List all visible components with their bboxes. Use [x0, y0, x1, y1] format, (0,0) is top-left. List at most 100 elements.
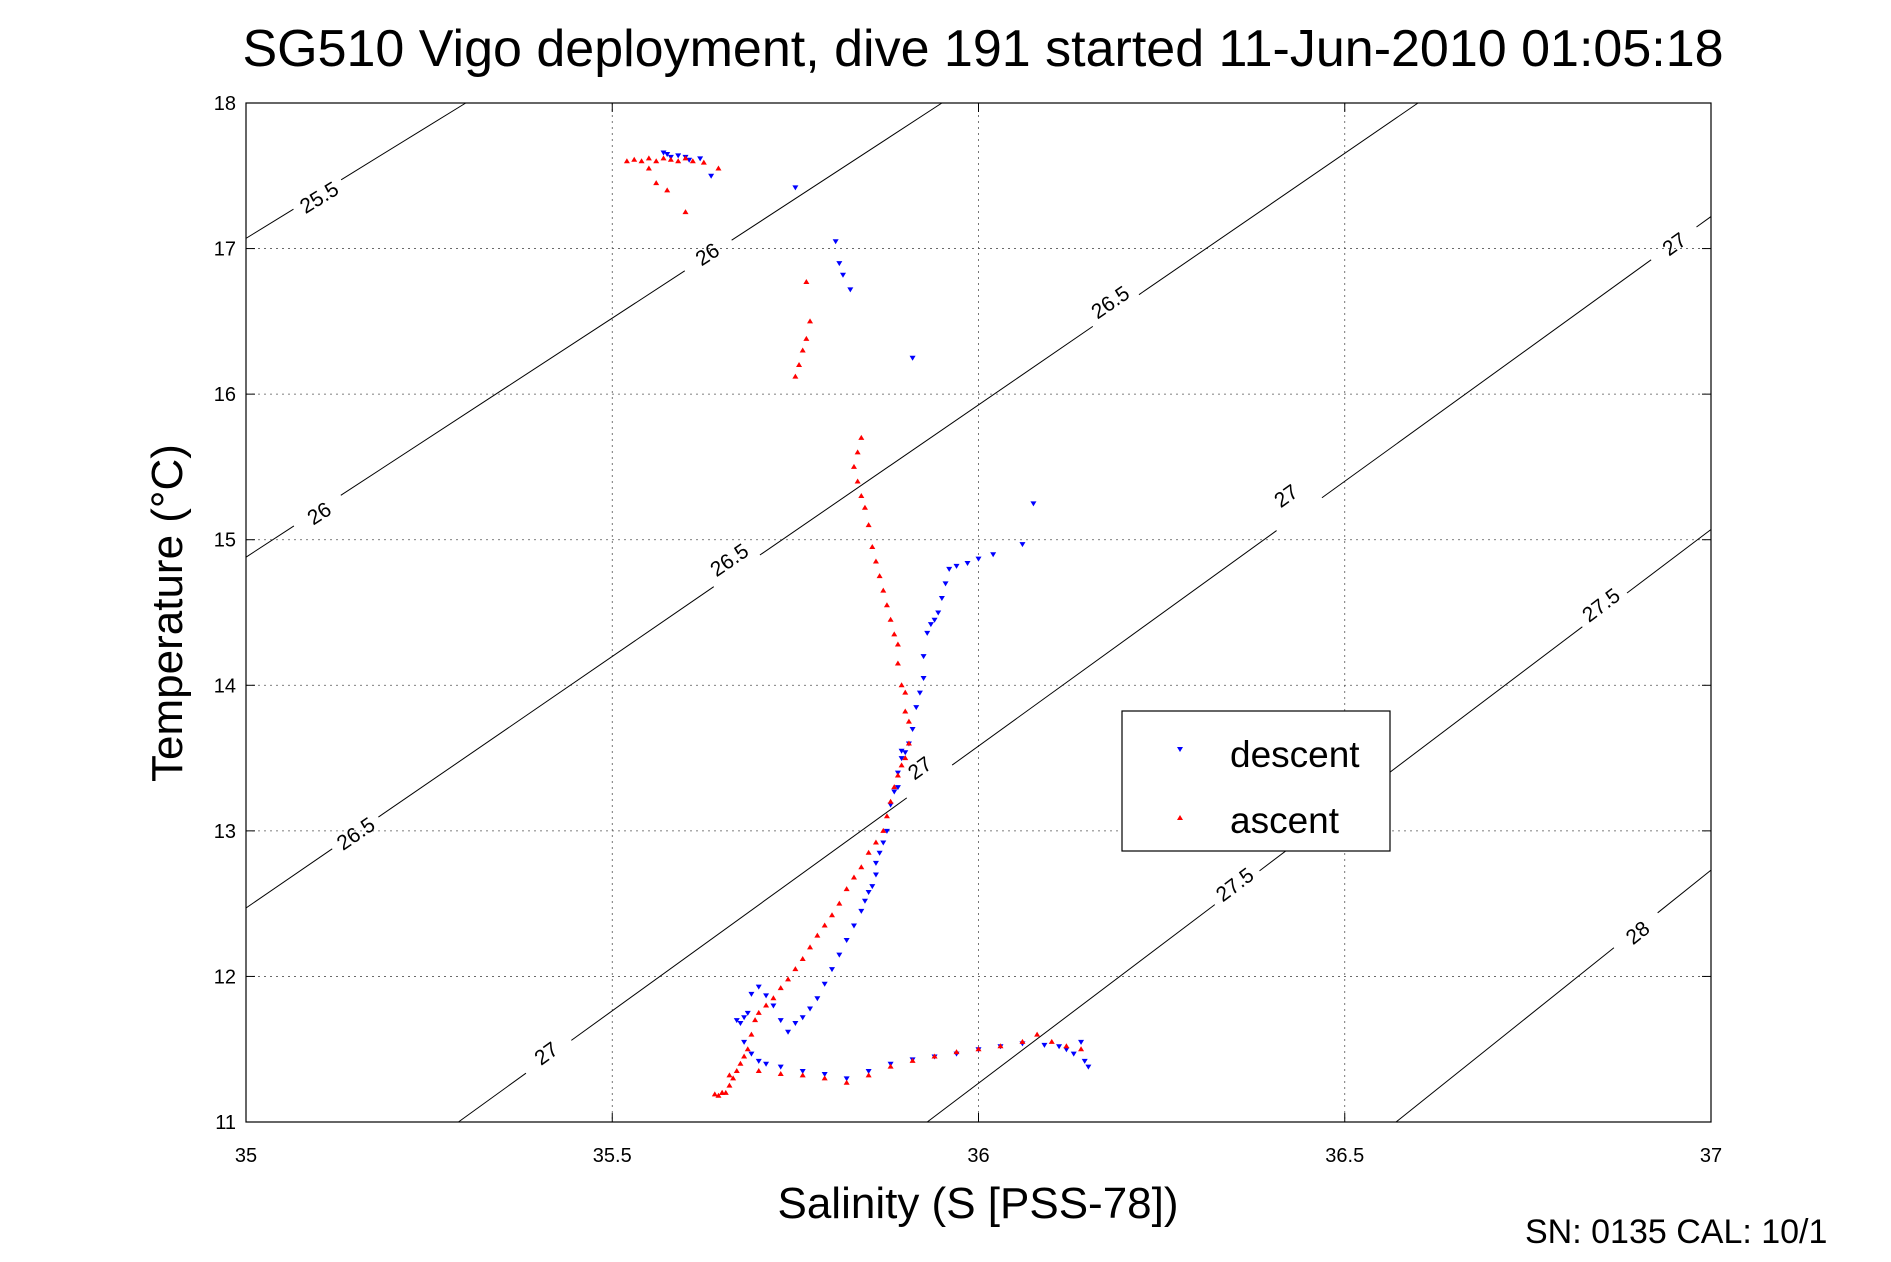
ascent-point	[755, 1009, 762, 1015]
ascent-point	[664, 187, 671, 193]
ascent-point	[799, 955, 806, 961]
ascent-point	[887, 616, 894, 622]
density-contour-line	[759, 325, 1094, 556]
ascent-point	[667, 156, 674, 162]
ascent-point	[645, 155, 652, 161]
descent-point	[1078, 1039, 1085, 1045]
descent-point	[836, 261, 843, 267]
descent-point	[737, 1021, 744, 1027]
ascent-point	[799, 1072, 806, 1078]
ascent-point	[902, 689, 909, 695]
ascent-point	[931, 1053, 938, 1059]
legend-label-descent: descent	[1230, 734, 1360, 775]
descent-point	[1019, 542, 1026, 548]
ascent-point	[792, 966, 799, 972]
descent-point	[920, 654, 927, 660]
descent-point	[807, 1006, 814, 1012]
density-contour-label: 26.5	[1087, 282, 1134, 324]
descent-point	[913, 705, 920, 711]
x-axis-label: Salinity (S [PSS-78])	[777, 1179, 1178, 1228]
ascent-point	[770, 995, 777, 1001]
descent-point	[858, 908, 865, 914]
legend-label-ascent: ascent	[1230, 800, 1340, 841]
ascent-point	[631, 156, 638, 162]
descent-point	[763, 993, 770, 999]
density-contour-label: 26	[303, 498, 335, 530]
ascent-point	[653, 158, 660, 164]
ascent-point	[1019, 1038, 1026, 1044]
ascent-point	[953, 1049, 960, 1055]
data-points	[623, 150, 1092, 1098]
descent-point	[924, 630, 931, 636]
density-contour-label: 26.5	[333, 813, 380, 855]
descent-point	[927, 622, 934, 628]
descent-point	[1085, 1064, 1092, 1070]
ascent-point	[1048, 1038, 1055, 1044]
descent-point	[821, 981, 828, 987]
descent-point	[850, 923, 857, 929]
ascent-point	[891, 631, 898, 637]
density-contour-line	[458, 1072, 527, 1123]
ascent-point	[796, 362, 803, 368]
descent-point	[1081, 1058, 1088, 1064]
ascent-point	[711, 1091, 718, 1097]
descent-point	[953, 563, 960, 569]
ascent-point	[715, 1092, 722, 1098]
density-contour-line	[1138, 102, 1419, 296]
legend: descent ascent	[1121, 710, 1391, 852]
ascent-point	[894, 660, 901, 666]
descent-point	[938, 595, 945, 601]
ascent-point	[755, 1068, 762, 1074]
ascent-point	[880, 827, 887, 833]
density-contour-label: 25.5	[296, 178, 343, 219]
ascent-point	[777, 1070, 784, 1076]
descent-point	[799, 1069, 806, 1075]
y-tick-label: 16	[214, 384, 236, 406]
density-contour-label: 26.5	[706, 539, 753, 581]
descent-point	[821, 1071, 828, 1077]
serial-calibration-note: SN: 0135 CAL: 10/1	[1525, 1213, 1827, 1251]
y-axis-label: Temperature (°C)	[143, 444, 192, 782]
ascent-point	[653, 180, 660, 186]
grid	[246, 103, 1711, 1122]
density-contour-label: 27	[1658, 228, 1690, 260]
density-contour-line	[926, 904, 1216, 1123]
ascent-point	[741, 1053, 748, 1059]
density-contour-label: 27	[1270, 480, 1302, 512]
descent-point	[748, 1051, 755, 1057]
ascent-point	[737, 1060, 744, 1066]
ascent-point	[850, 463, 857, 469]
ascent-point	[887, 798, 894, 804]
density-contour-line	[245, 208, 294, 239]
descent-point	[1070, 1051, 1077, 1057]
ascent-point	[883, 813, 890, 819]
descent-point	[872, 872, 879, 878]
descent-point	[814, 996, 821, 1002]
ascent-point	[865, 1072, 872, 1078]
ascent-point	[894, 772, 901, 778]
ascent-point	[752, 1017, 759, 1023]
density-contour-line	[340, 102, 467, 181]
ascent-point	[829, 912, 835, 918]
ascent-point	[843, 1079, 850, 1085]
descent-point	[1030, 501, 1037, 507]
descent-point	[763, 1061, 770, 1067]
descent-point	[777, 1018, 784, 1024]
density-contour-label: 27.5	[1212, 864, 1258, 907]
ascent-point	[887, 1063, 894, 1069]
ascent-point	[777, 985, 784, 991]
density-contour-label: 28	[1622, 917, 1655, 950]
descent-point	[872, 860, 879, 866]
descent-point	[865, 889, 872, 895]
ascent-point	[799, 347, 806, 353]
ascent-point	[744, 1046, 751, 1052]
x-tick-label: 36	[967, 1145, 989, 1167]
ascent-point	[905, 718, 912, 724]
ascent-point	[891, 784, 898, 790]
density-contour-line	[245, 525, 295, 558]
y-tick-label: 14	[214, 675, 236, 697]
ascent-point	[803, 279, 810, 285]
density-contour-line	[1696, 216, 1712, 228]
ascent-point	[638, 158, 645, 164]
